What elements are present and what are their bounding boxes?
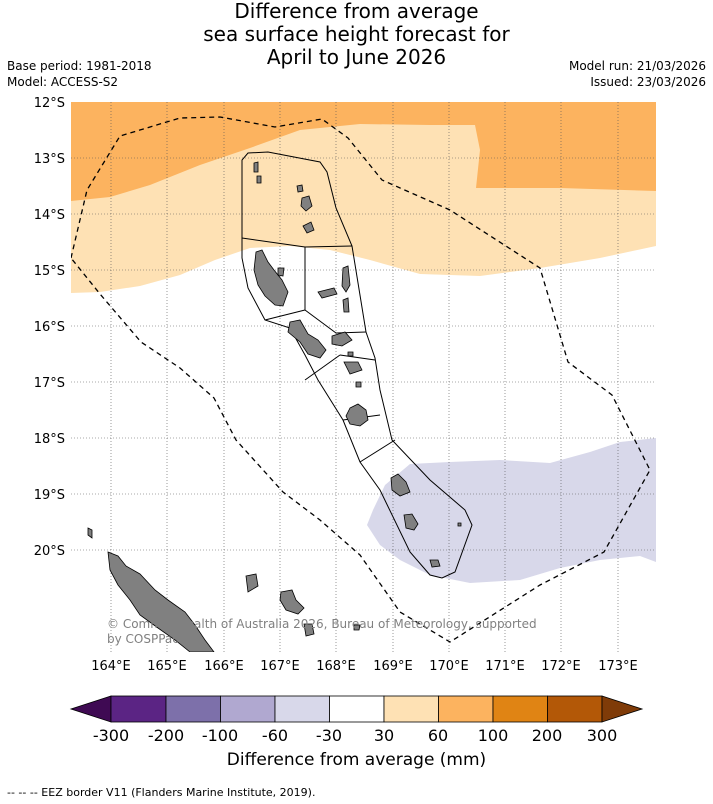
island-malekula [287,319,327,359]
lat-label: 19°S [34,488,65,503]
lon-label: 172°E [541,659,581,674]
colorbar-tick: -100 [202,726,238,745]
colorbar-segment [329,695,385,723]
title-line-3: April to June 2026 [266,45,447,69]
island-futuna [457,522,462,527]
colorbar-tick: 30 [374,726,394,745]
island-walpole [353,624,361,631]
colorbar-segment [383,695,439,723]
island-malo [277,267,285,277]
colorbar-tick: -300 [93,726,129,745]
chart-title: Difference from average sea surface heig… [0,0,713,69]
island-gaua [296,184,304,193]
island-tanna [403,513,419,531]
lon-label: 168°E [316,659,356,674]
colorbar-tick: -200 [148,726,184,745]
copyright-notice: © Commonwealth of Australia 2026, Bureau… [107,617,537,646]
island-epi [331,331,353,347]
lon-label: 167°E [260,659,300,674]
lat-label: 18°S [34,432,65,447]
colorbar-tick: -60 [262,726,288,745]
island-tongoa [347,351,354,357]
latitude-labels: 12°S 13°S 14°S 15°S 16°S 17°S 18°S 19°S … [34,96,65,559]
colorbar-label: Difference from average (mm) [226,750,487,770]
lon-label: 171°E [485,659,525,674]
meta-right: Model run: 21/03/2026 Issued: 23/03/2026 [569,58,706,90]
lon-label: 164°E [91,659,131,674]
land-masses [87,161,462,652]
island-nguna [355,381,362,388]
island-efate [345,403,369,427]
lat-label: 17°S [34,376,65,391]
island-maewo [300,195,313,212]
colorbar-segment [110,695,167,723]
island-ouvea [245,573,259,593]
lon-label: 166°E [204,659,244,674]
colorbar-tick: 60 [428,726,448,745]
colorbar-high-extension [601,695,644,723]
lat-label: 13°S [34,152,65,167]
meta-left: Base period: 1981-2018 Model: ACCESS-S2 [7,58,152,90]
eez-legend-note: -- -- -- EEZ border V11 (Flanders Marine… [7,786,316,799]
title-line-1: Difference from average [234,0,479,23]
island-mare [303,623,315,637]
lat-label: 12°S [34,96,65,111]
lat-label: 14°S [34,208,65,223]
longitude-labels: 164°E 165°E 166°E 167°E 168°E 169°E 170°… [91,659,638,674]
base-period: Base period: 1981-2018 [7,59,152,73]
colorbar-segment [220,695,276,723]
island-espiritu-santo [253,249,289,307]
island-emae [343,361,363,375]
model-name: Model: ACCESS-S2 [7,75,119,89]
anomaly-minus30-minus60-zone [367,438,656,583]
colorbar-segment [547,695,603,723]
island-pentecost [341,265,351,293]
colorbar-low-extension [69,695,112,723]
island-erromango [390,473,411,497]
island-vanua-lava [253,161,259,173]
island-paama [342,297,350,313]
colorbar-segment [274,695,330,723]
island-ambae [302,221,315,234]
colorbar-tick: 200 [532,726,563,745]
lon-label: 173°E [598,659,638,674]
island-new-caledonia [107,551,215,652]
colorbar-segment [165,695,221,723]
lon-label: 170°E [429,659,469,674]
issued-date: Issued: 23/03/2026 [590,75,706,89]
island-torres [256,175,262,184]
lat-label: 20°S [34,544,65,559]
colorbar-segment [438,695,494,723]
colorbar-tick: -30 [316,726,342,745]
lon-label: 165°E [147,659,187,674]
island-lifou [279,589,305,615]
colorbar-tick: 300 [587,726,618,745]
lat-label: 15°S [34,264,65,279]
colorbar-tick: 100 [478,726,509,745]
island-belep [87,527,93,539]
model-run: Model run: 21/03/2026 [568,59,706,73]
lon-label: 169°E [373,659,413,674]
island-aneityum [429,559,441,568]
eez-border [71,116,651,643]
colorbar-tick-labels: -300 -200 -100 -60 -30 30 60 100 200 300 [93,726,617,745]
island-ambrym [317,287,338,299]
title-line-2: sea surface height forecast for [203,22,510,46]
colorbar [69,695,644,723]
anomaly-60-100-zone [71,102,656,201]
lat-label: 16°S [34,320,65,335]
colorbar-segment [492,695,548,723]
